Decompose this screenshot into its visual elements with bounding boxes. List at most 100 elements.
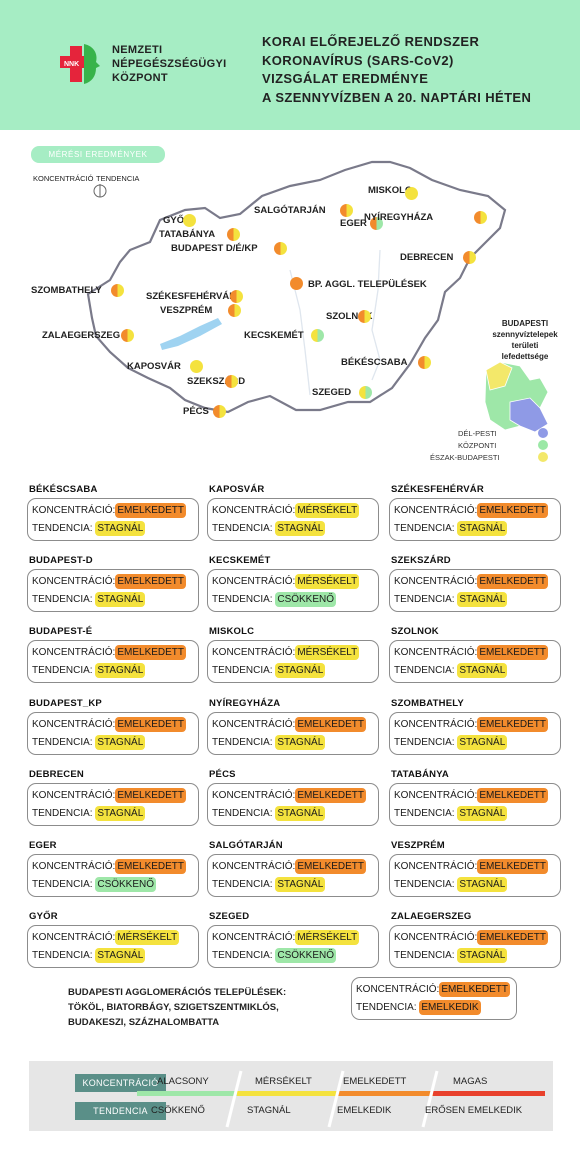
legend-kozponti: KÖZPONTI [458, 440, 548, 450]
agglomeration-result-box: KONCENTRÁCIÓ: EMELKEDETT TENDENCIA: EMELK… [351, 977, 517, 1020]
card-concentration-label: KONCENTRÁCIÓ: [32, 789, 116, 801]
card-concentration-label: KONCENTRÁCIÓ: [32, 576, 116, 588]
card-concentration-value: EMELKEDETT [477, 930, 549, 946]
card-city-name: TATABÁNYA [391, 768, 449, 780]
card-trend-label: TENDENCIA: [32, 665, 93, 677]
card-trend-row: TENDENCIA: STAGNÁL [394, 734, 556, 752]
card-trend-label: TENDENCIA: [212, 879, 273, 890]
card-trend-label: TENDENCIA: [32, 879, 93, 890]
map-city-marker-icon [311, 329, 324, 342]
card-concentration-row: KONCENTRÁCIÓ: MÉRSÉKELT [212, 929, 374, 947]
map-city-marker-icon [463, 251, 476, 264]
card-concentration-row: KONCENTRÁCIÓ: EMELKEDETT [394, 858, 556, 876]
map-city-marker-icon [370, 217, 383, 230]
card-city-name: KAPOSVÁR [209, 484, 265, 495]
result-card: MISKOLC KONCENTRÁCIÓ: MÉRSÉKELT TENDENCIA: … [207, 626, 389, 684]
card-trend-row: TENDENCIA: STAGNÁL [394, 947, 556, 965]
card-concentration-value: MÉRSÉKELT [295, 574, 360, 590]
result-card: EGER KONCENTRÁCIÓ: EMELKEDETT TENDENCIA: CS… [27, 840, 209, 897]
card-concentration-label: KONCENTRÁCIÓ: [394, 718, 478, 730]
card-city-name: SZÉKESFEHÉRVÁR [391, 484, 484, 495]
card-trend-row: TENDENCIA: CSÖKKENŐ [212, 947, 374, 965]
map-city-marker-icon [474, 211, 487, 224]
card-concentration-label: KONCENTRÁCIÓ: [212, 647, 296, 659]
card-trend-label: TENDENCIA: [212, 665, 273, 677]
result-card: BUDAPEST_KP KONCENTRÁCIÓ: EMELKEDETT TENDEN… [27, 698, 209, 755]
card-concentration-label: KONCENTRÁCIÓ: [394, 576, 478, 588]
card-trend-row: TENDENCIA: STAGNÁL [212, 662, 374, 680]
card-result-box: KONCENTRÁCIÓ: EMELKEDETT TENDENCIA: STAGNÁ… [207, 782, 379, 826]
map-city-label: SZÉKESFEHÉRVÁR [146, 291, 237, 302]
card-result-box: KONCENTRÁCIÓ: EMELKEDETT TENDENCIA: STAGNÁ… [389, 854, 561, 897]
card-city-name: KECSKEMÉT [209, 555, 271, 567]
card-concentration-row: KONCENTRÁCIÓ: EMELKEDETT [394, 573, 556, 591]
card-concentration-row: KONCENTRÁCIÓ: EMELKEDETT [394, 787, 556, 805]
card-trend-label: TENDENCIA: [32, 736, 93, 748]
card-city-name: DEBRECEN [29, 768, 84, 780]
card-trend-value: STAGNÁL [457, 663, 508, 679]
result-card: KECSKEMÉT KONCENTRÁCIÓ: MÉRSÉKELT TENDENCIA… [207, 555, 389, 613]
card-concentration-label: KONCENTRÁCIÓ: [32, 718, 116, 730]
card-trend-value: STAGNÁL [457, 592, 508, 608]
card-concentration-value: MÉRSÉKELT [295, 645, 360, 661]
legend-del-pesti: DÉL-PESTI [458, 428, 548, 438]
result-card: BUDAPEST-É KONCENTRÁCIÓ: EMELKEDETT TENDENC… [27, 626, 209, 684]
card-trend-value: STAGNÁL [275, 877, 326, 892]
result-card: GYŐR KONCENTRÁCIÓ: MÉRSÉKELT TENDENCIA: STA… [27, 911, 209, 969]
card-city-name: SALGÓTARJÁN [209, 840, 283, 851]
result-card: TATABÁNYA KONCENTRÁCIÓ: EMELKEDETT TENDENCI… [389, 768, 571, 826]
result-card: NYÍREGYHÁZA KONCENTRÁCIÓ: EMELKEDETT TENDEN… [207, 698, 389, 755]
card-trend-label: TENDENCIA: [394, 665, 455, 677]
card-trend-row: TENDENCIA: STAGNÁL [212, 520, 374, 538]
card-trend-row: TENDENCIA: STAGNÁL [212, 876, 374, 894]
agglomeration-note: BUDAPESTI AGGLOMERÁCIÓS TELEPÜLÉSEK: TÖK… [68, 987, 287, 1028]
card-concentration-value: MÉRSÉKELT [295, 503, 360, 518]
map-city-marker-icon [111, 284, 124, 297]
card-concentration-value: EMELKEDETT [295, 787, 367, 803]
agglomeration-card: KONCENTRÁCIÓ: EMELKEDETT TENDENCIA: EMELK… [351, 977, 533, 1020]
card-city-name: GYŐR [29, 911, 58, 923]
card-concentration-value: MÉRSÉKELT [295, 930, 360, 946]
card-concentration-label: KONCENTRÁCIÓ: [212, 932, 296, 944]
map-city-label: SZOMBATHELY [31, 285, 102, 296]
card-trend-label: TENDENCIA: [212, 950, 273, 962]
card-concentration-row: KONCENTRÁCIÓ: MÉRSÉKELT [212, 502, 374, 520]
split-dot-legend-icon [93, 184, 107, 198]
map-city-marker-icon [183, 214, 196, 227]
card-result-box: KONCENTRÁCIÓ: EMELKEDETT TENDENCIA: STAGNÁ… [389, 925, 561, 969]
card-trend-label: TENDENCIA: [32, 950, 93, 962]
card-trend-label: TENDENCIA: [212, 736, 273, 748]
card-concentration-label: KONCENTRÁCIÓ: [212, 576, 296, 588]
scale-color-bars [137, 1070, 545, 1128]
scale-erosen-emelkedik: ERŐSEN EMELKEDIK [425, 1105, 523, 1116]
result-card: SZEKSZÁRD KONCENTRÁCIÓ: EMELKEDETT TENDENCI… [389, 555, 571, 613]
card-city-name: SZEGED [209, 911, 250, 923]
card-concentration-value: EMELKEDETT [115, 645, 187, 661]
card-concentration-row: KONCENTRÁCIÓ: EMELKEDETT [32, 858, 194, 876]
card-trend-label: TENDENCIA: [212, 594, 273, 606]
svg-text:NNK: NNK [64, 61, 79, 68]
card-concentration-value: EMELKEDETT [477, 574, 549, 590]
legend-concentration-label: KONCENTRÁCIÓ [33, 174, 94, 183]
result-card: PÉCS KONCENTRÁCIÓ: EMELKEDETT TENDENCIA: ST… [207, 769, 389, 826]
card-concentration-row: KONCENTRÁCIÓ: EMELKEDETT [212, 787, 374, 805]
card-concentration-value: EMELKEDETT [115, 503, 187, 518]
card-result-box: KONCENTRÁCIÓ: MÉRSÉKELT TENDENCIA: CSÖKKEN… [207, 925, 379, 969]
card-trend-row: TENDENCIA: STAGNÁL [394, 805, 556, 823]
card-result-box: KONCENTRÁCIÓ: EMELKEDETT TENDENCIA: STAGNÁ… [27, 640, 199, 684]
map-city-marker-icon [213, 405, 226, 418]
result-card: SZEGED KONCENTRÁCIÓ: MÉRSÉKELT TENDENCIA: C… [207, 911, 389, 969]
card-trend-value: CSÖKKENŐ [275, 592, 337, 608]
card-trend-value: STAGNÁL [95, 663, 146, 679]
measurement-results-badge: MÉRÉSI EREDMÉNYEK [31, 146, 165, 163]
card-trend-label: TENDENCIA: [394, 950, 455, 962]
card-concentration-row: KONCENTRÁCIÓ: MÉRSÉKELT [212, 644, 374, 662]
result-card: SZÉKESFEHÉRVÁR KONCENTRÁCIÓ: EMELKEDETT TEN… [389, 484, 571, 541]
card-result-box: KONCENTRÁCIÓ: EMELKEDETT TENDENCIA: CSÖKKE… [27, 854, 199, 897]
map-city-marker-icon [359, 386, 372, 399]
card-concentration-label: KONCENTRÁCIÓ: [212, 861, 296, 872]
card-result-box: KONCENTRÁCIÓ: EMELKEDETT TENDENCIA: STAGNÁ… [389, 498, 561, 541]
card-trend-value: STAGNÁL [95, 592, 146, 608]
card-concentration-row: KONCENTRÁCIÓ: EMELKEDETT [32, 716, 194, 734]
agglomeration-concentration-value: EMELKEDETT [439, 982, 511, 997]
